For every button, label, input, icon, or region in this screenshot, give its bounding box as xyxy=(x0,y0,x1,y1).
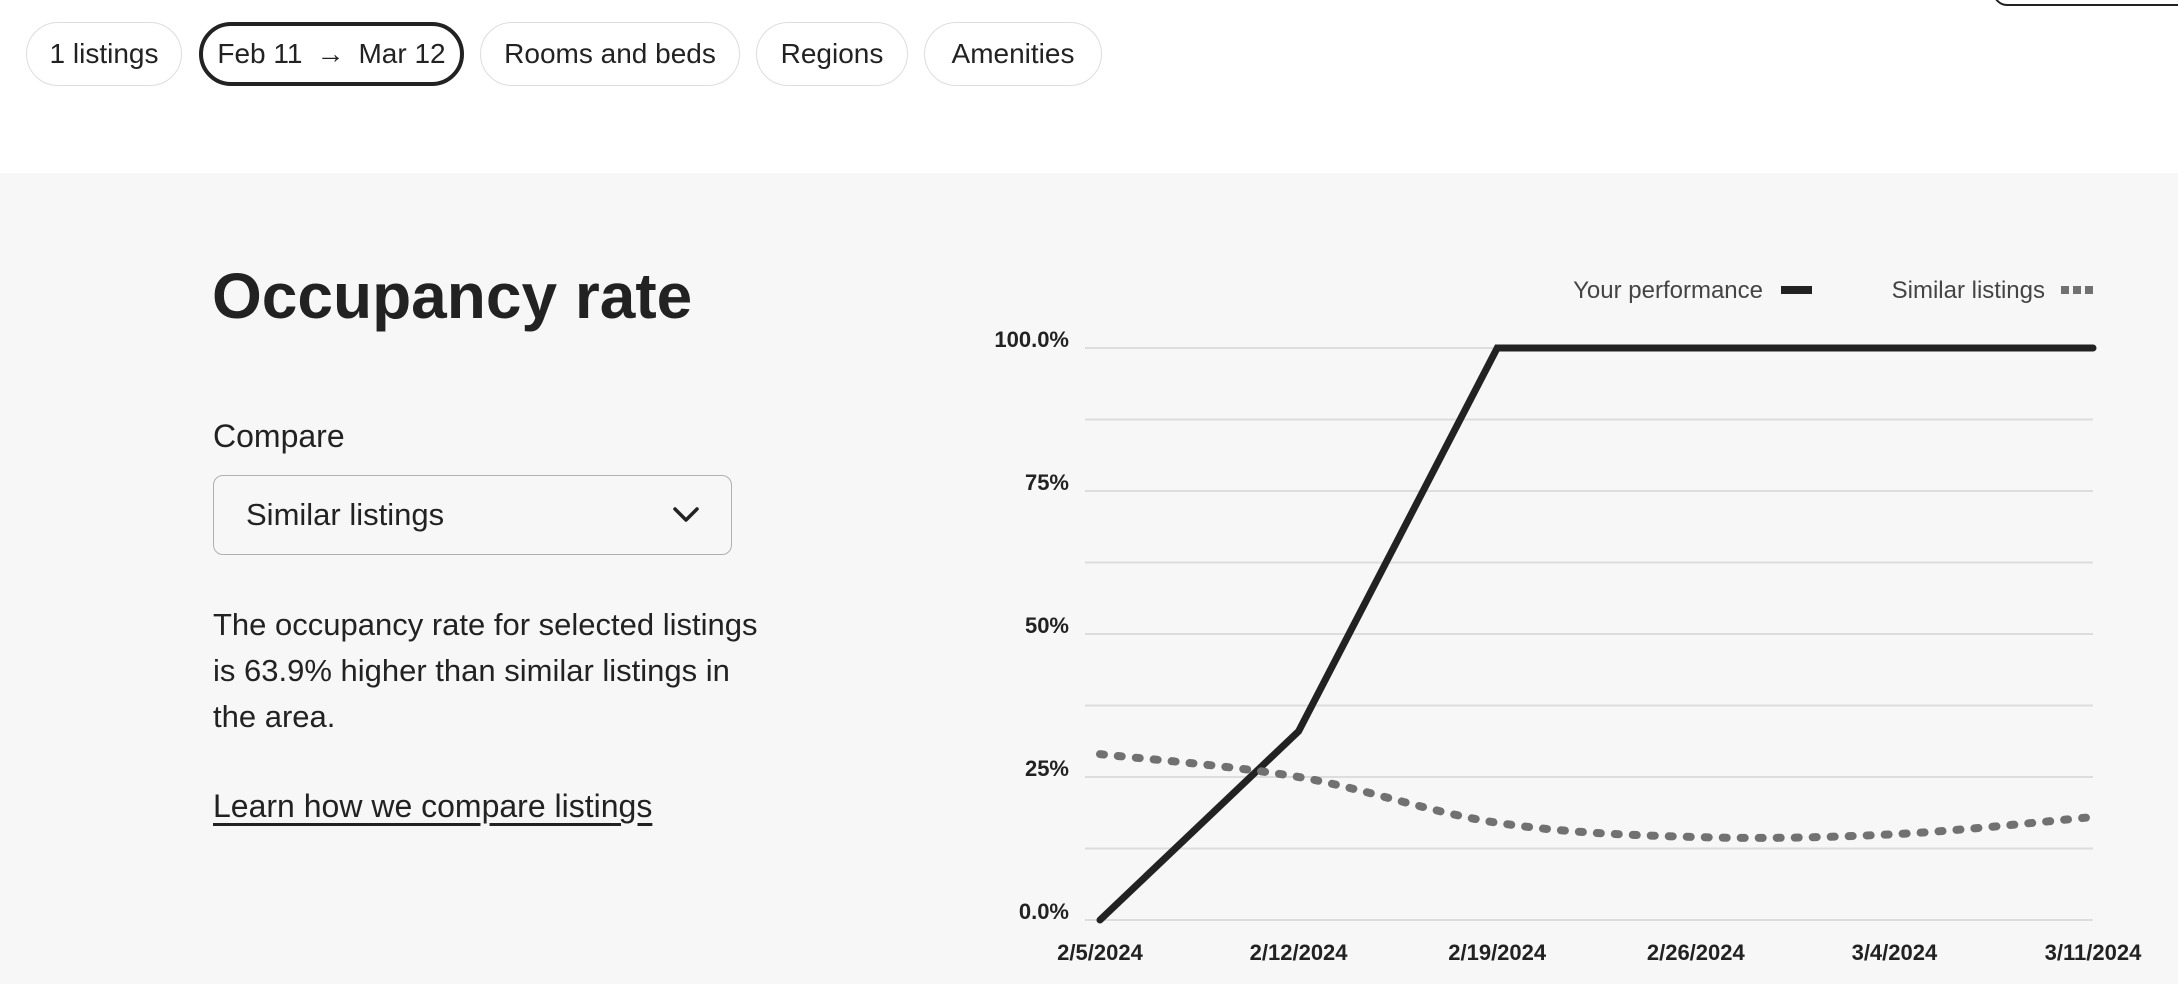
x-tick-label: 2/12/2024 xyxy=(1250,940,1349,965)
compare-select[interactable]: Similar listings xyxy=(213,475,732,555)
compare-select-value: Similar listings xyxy=(246,497,445,532)
y-tick-label: 0.0% xyxy=(1019,899,1069,924)
x-tick-label: 2/26/2024 xyxy=(1647,940,1746,965)
page-title: Occupancy rate xyxy=(212,260,693,332)
y-tick-label: 75% xyxy=(1025,470,1069,495)
chevron-down-icon xyxy=(673,507,699,522)
legend-label-your-performance: Your performance xyxy=(1573,277,1763,304)
date-to: Mar 12 xyxy=(358,38,446,69)
x-tick-label: 2/5/2024 xyxy=(1057,940,1143,965)
occupancy-chart: 100.0% 75% 50% 25% 0.0% 2/5/2024 2/12/2024 2/1… xyxy=(994,277,2142,965)
legend-label-similar-listings: Similar listings xyxy=(1892,277,2045,304)
date-range-filter-chip[interactable]: Feb 11 → Mar 12 xyxy=(199,22,464,86)
amenities-filter-chip[interactable]: Amenities xyxy=(924,22,1102,86)
x-tick-label: 2/19/2024 xyxy=(1448,940,1547,965)
compare-label: Compare xyxy=(213,418,345,454)
date-from: Feb 11 xyxy=(217,38,303,69)
x-tick-label: 3/11/2024 xyxy=(2045,940,2142,965)
arrow-right-icon: → xyxy=(316,38,345,69)
series-line-your-performance xyxy=(1096,344,2097,924)
x-tick-label: 3/4/2024 xyxy=(1852,940,1938,965)
learn-compare-link[interactable]: Learn how we compare listings xyxy=(213,788,653,824)
listings-filter-chip[interactable]: 1 listings xyxy=(26,22,182,86)
rooms-and-beds-filter-chip[interactable]: Rooms and beds xyxy=(480,22,740,86)
partial-button-edge xyxy=(1993,0,2178,6)
series-line-similar-listings xyxy=(1096,750,2097,842)
regions-filter-chip[interactable]: Regions xyxy=(756,22,908,86)
y-tick-label: 50% xyxy=(1025,613,1069,638)
filter-bar: 1 listings Feb 11 → Mar 12 Rooms and bed… xyxy=(0,0,2178,173)
y-tick-label: 100.0% xyxy=(994,327,1069,352)
occupancy-summary: The occupancy rate for selected listings… xyxy=(213,607,758,734)
y-tick-label: 25% xyxy=(1025,756,1069,781)
